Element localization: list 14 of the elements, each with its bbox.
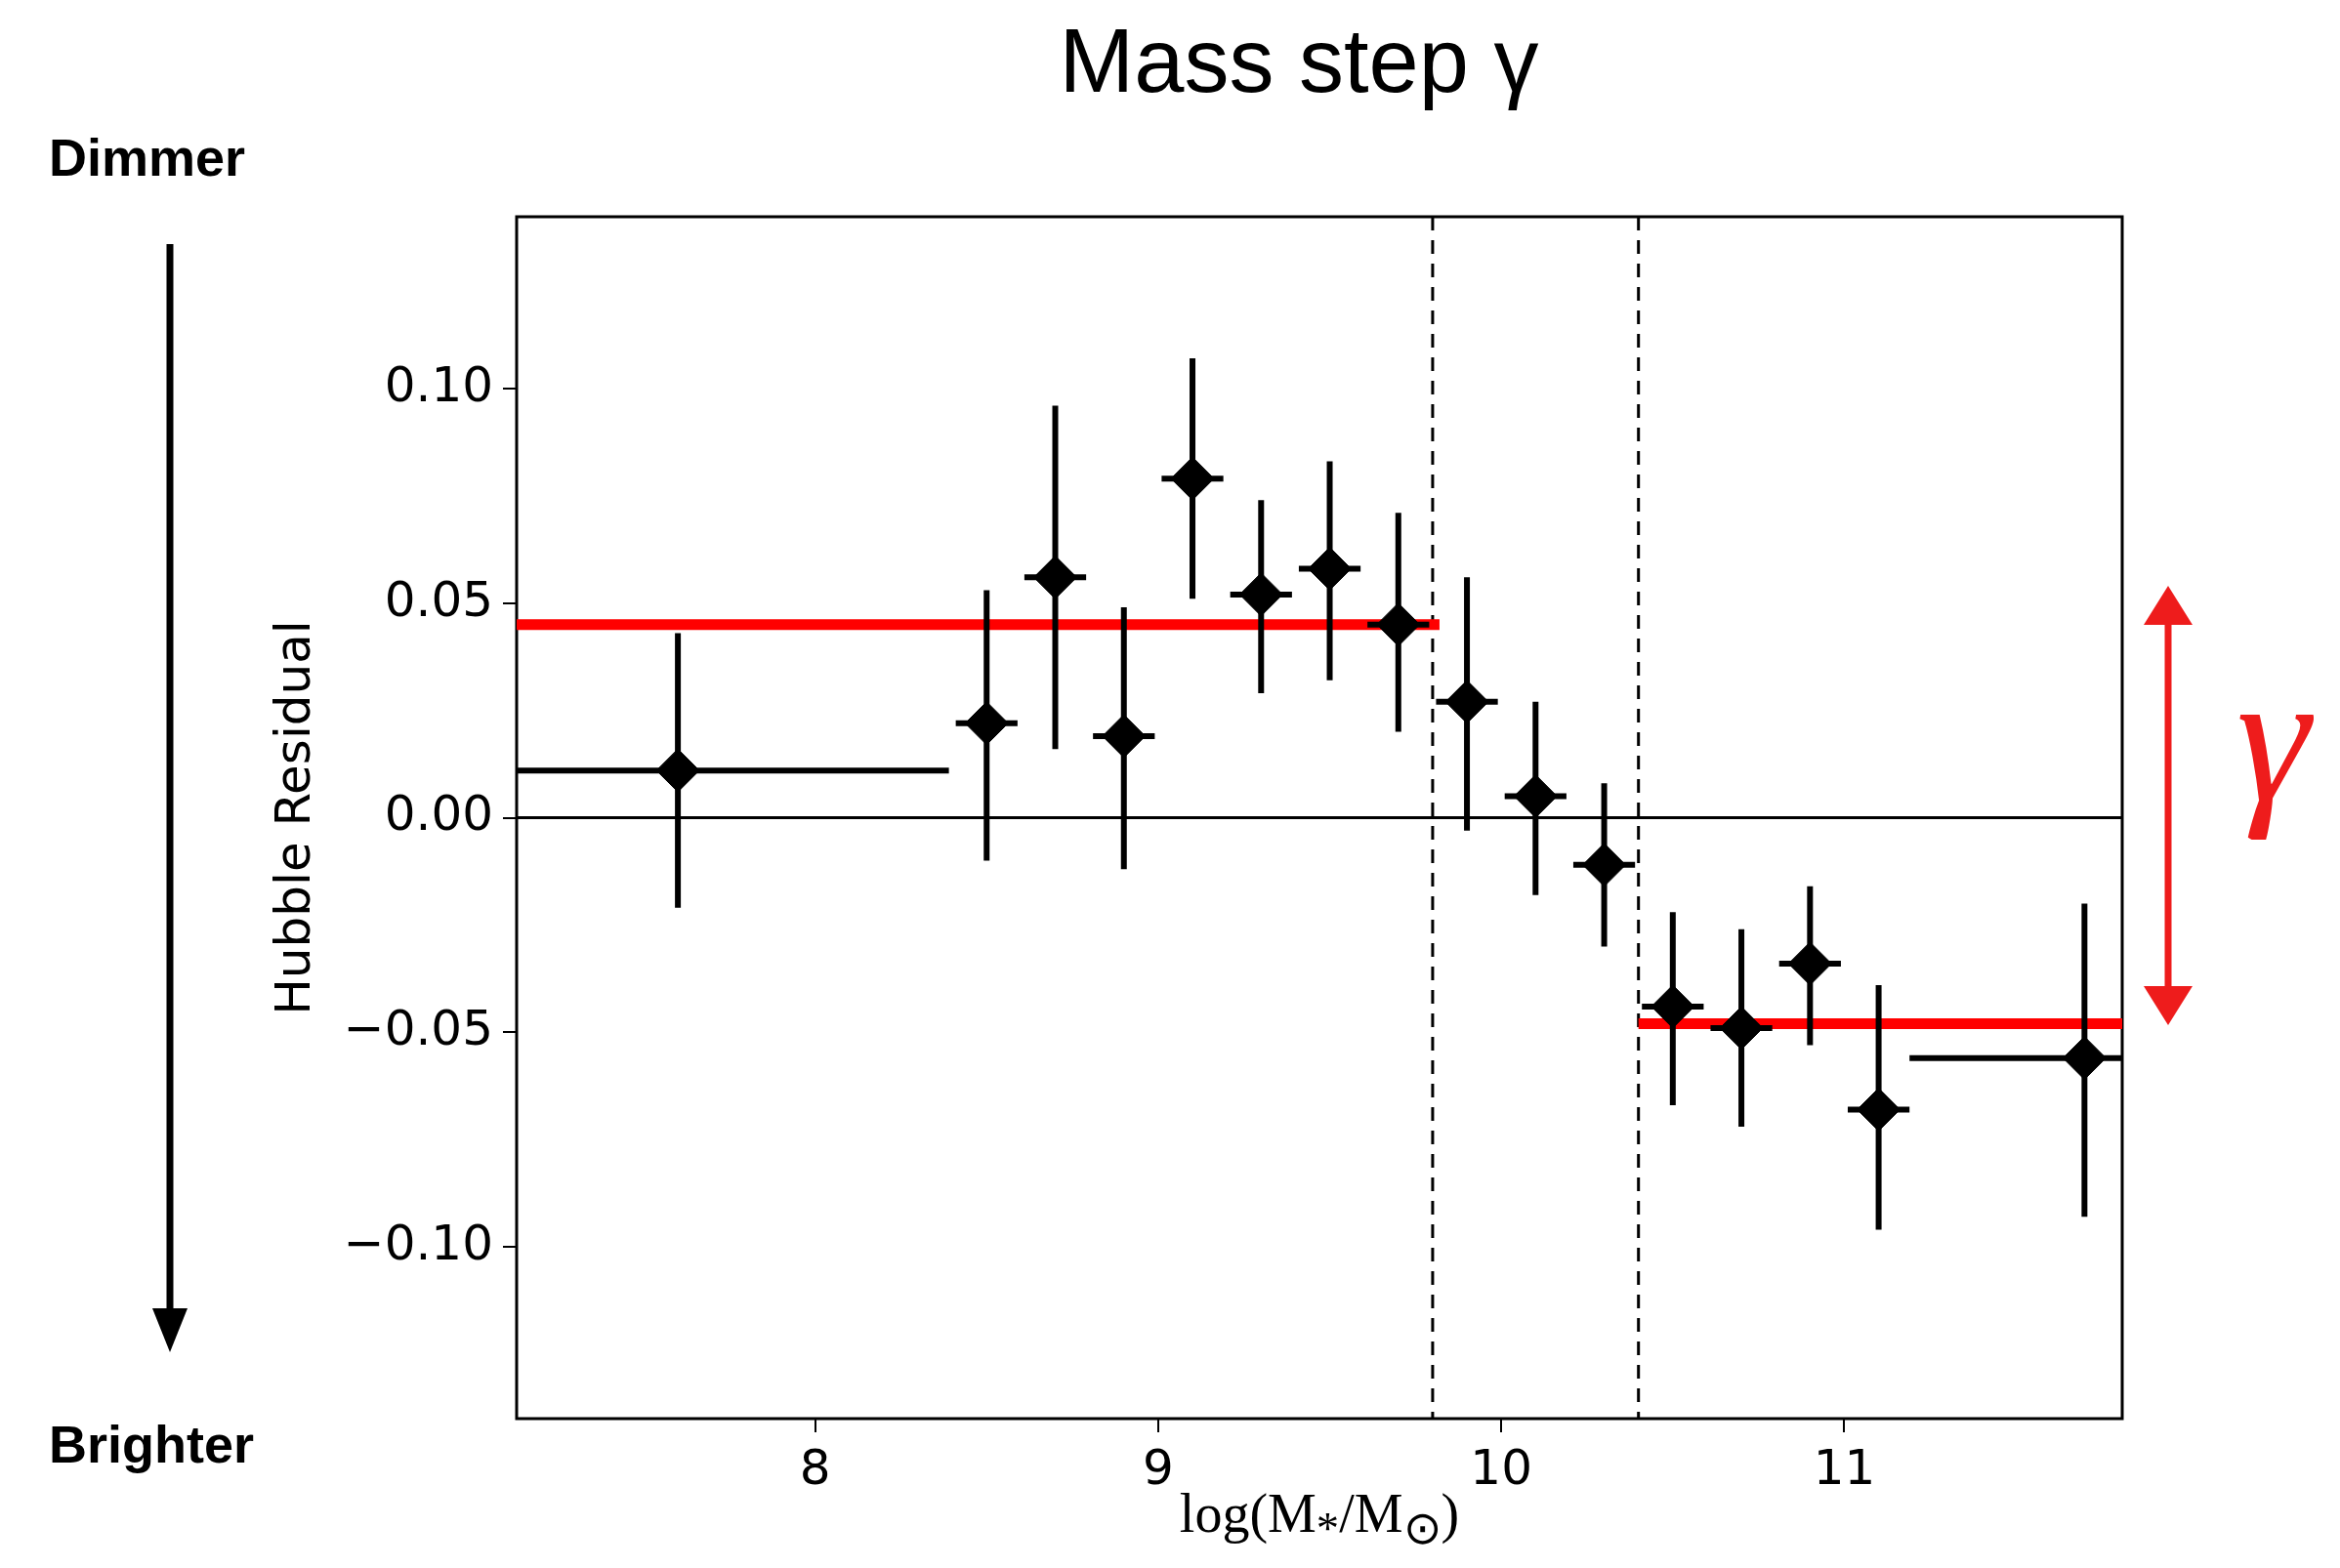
x-tick-label: 9 (1142, 1438, 1174, 1496)
y-tick-label: −0.05 (343, 1000, 493, 1057)
y-tick-label: 0.00 (384, 785, 493, 843)
x-tick-label: 10 (1470, 1438, 1532, 1496)
text: Brighter (49, 1414, 255, 1474)
x-axis-title: log(M$_{*}$/M$_{⊙}$) (1179, 1483, 1460, 1554)
y-tick-label: 0.05 (384, 570, 493, 628)
y-axis-title: Hubble Residual (264, 620, 321, 1015)
x-tick-label: 8 (799, 1438, 831, 1496)
y-tick-label: −0.10 (343, 1215, 493, 1272)
text: Dimmer (49, 127, 246, 187)
x-tick-label: 11 (1813, 1438, 1876, 1496)
chart-title: Mass step γ (1058, 10, 1540, 112)
y-tick-label: 0.10 (384, 355, 493, 413)
